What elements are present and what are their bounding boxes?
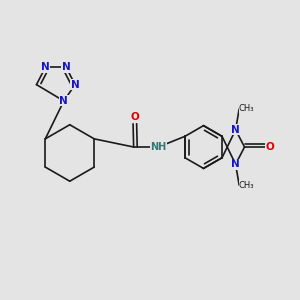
Text: O: O — [266, 142, 275, 152]
Text: NH: NH — [150, 142, 167, 152]
Text: N: N — [59, 96, 68, 106]
Text: CH₃: CH₃ — [239, 104, 254, 113]
Text: CH₃: CH₃ — [239, 181, 254, 190]
Text: O: O — [130, 112, 139, 122]
Text: N: N — [41, 62, 50, 72]
Text: N: N — [71, 80, 80, 90]
Text: N: N — [231, 125, 240, 135]
Text: N: N — [231, 159, 240, 169]
Text: N: N — [62, 62, 70, 72]
